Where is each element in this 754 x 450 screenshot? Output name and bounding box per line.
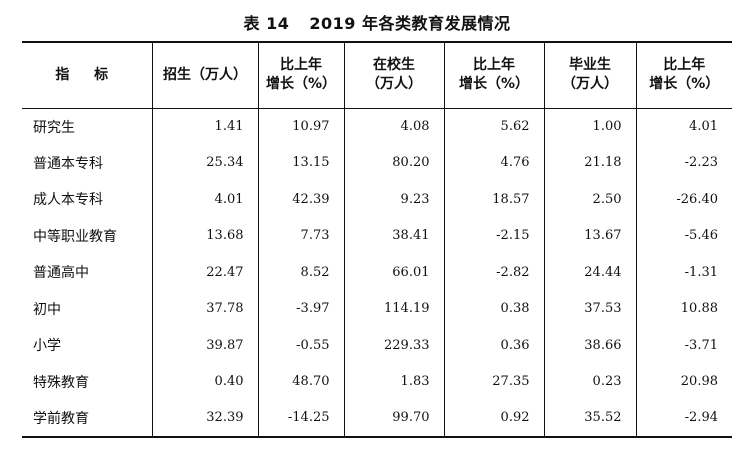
in-school-cell: 114.19 xyxy=(343,290,444,327)
table-row: 普通高中 22.47 8.52 66.01 -2.82 24.44 -1.31 xyxy=(22,254,732,291)
graduates-growth-cell: -5.46 xyxy=(635,217,732,254)
table-row: 小学 39.87 -0.55 229.33 0.36 38.66 -3.71 xyxy=(22,327,732,364)
table-row: 初中 37.78 -3.97 114.19 0.38 37.53 10.88 xyxy=(22,290,732,327)
enrollment-cell: 37.78 xyxy=(151,290,258,327)
in-school-cell: 80.20 xyxy=(343,144,444,181)
enrollment-growth-cell: 10.97 xyxy=(257,108,344,145)
in-school-growth-cell: 0.92 xyxy=(443,400,544,438)
header-enrollment: 招生（万人） xyxy=(151,41,258,109)
header-in-school-growth: 比上年 增长（%） xyxy=(443,41,544,109)
indicator-cell: 成人本专科 xyxy=(33,192,103,209)
table-title-text: 2019 年各类教育发展情况 xyxy=(309,14,511,33)
enrollment-cell: 32.39 xyxy=(151,400,258,438)
graduates-growth-cell: -3.71 xyxy=(635,327,732,364)
enrollment-cell: 25.34 xyxy=(151,144,258,181)
table-body: 研究生 1.41 10.97 4.08 5.62 1.00 4.01 普通本专科 25.34 13… xyxy=(22,108,732,438)
header-graduates: 毕业生 （万人） xyxy=(543,41,636,109)
graduates-cell: 35.52 xyxy=(543,400,636,438)
graduates-cell: 37.53 xyxy=(543,290,636,327)
in-school-growth-cell: 27.35 xyxy=(443,363,544,400)
graduates-growth-cell: -2.94 xyxy=(635,400,732,438)
enrollment-growth-cell: -14.25 xyxy=(257,400,344,438)
graduates-growth-cell: 4.01 xyxy=(635,108,732,145)
enrollment-cell: 1.41 xyxy=(151,108,258,145)
graduates-cell: 38.66 xyxy=(543,327,636,364)
graduates-growth-cell: -1.31 xyxy=(635,254,732,291)
table-row: 研究生 1.41 10.97 4.08 5.62 1.00 4.01 xyxy=(22,108,732,145)
indicator-cell: 学前教育 xyxy=(22,400,152,438)
in-school-cell: 66.01 xyxy=(343,254,444,291)
indicator-cell: 初中 xyxy=(33,301,61,318)
in-school-cell: 1.83 xyxy=(343,363,444,400)
graduates-cell: 13.67 xyxy=(543,217,636,254)
graduates-cell: 21.18 xyxy=(543,144,636,181)
in-school-growth-cell: 5.62 xyxy=(443,108,544,145)
indicator-cell: 中等职业教育 xyxy=(33,228,117,245)
education-statistics-table: 指 标 招生（万人） 比上年 增长（%） 在校生 （万人） 比上年 增长（%） … xyxy=(22,41,732,438)
header-row: 指 标 招生（万人） 比上年 增长（%） 在校生 （万人） 比上年 增长（%） … xyxy=(22,41,732,109)
in-school-cell: 4.08 xyxy=(343,108,444,145)
in-school-growth-cell: 4.76 xyxy=(443,144,544,181)
enrollment-growth-cell: 8.52 xyxy=(257,254,344,291)
table-title: 表 14 2019 年各类教育发展情况 xyxy=(0,10,754,34)
enrollment-cell: 39.87 xyxy=(151,327,258,364)
in-school-cell: 99.70 xyxy=(343,400,444,438)
table-row: 特殊教育 0.40 48.70 1.83 27.35 0.23 20.98 xyxy=(22,363,732,400)
enrollment-growth-cell: -0.55 xyxy=(257,327,344,364)
enrollment-growth-cell: 7.73 xyxy=(257,217,344,254)
table-row: 中等职业教育 13.68 7.73 38.41 -2.15 13.67 -5.46 xyxy=(22,217,732,254)
enrollment-growth-cell: 48.70 xyxy=(257,363,344,400)
in-school-growth-cell: -2.82 xyxy=(443,254,544,291)
in-school-cell: 9.23 xyxy=(343,181,444,218)
enrollment-cell: 13.68 xyxy=(151,217,258,254)
graduates-cell: 2.50 xyxy=(543,181,636,218)
graduates-cell: 1.00 xyxy=(543,108,636,145)
table-row: 普通本专科 25.34 13.15 80.20 4.76 21.18 -2.23 xyxy=(22,144,732,181)
table-row: 学前教育 32.39 -14.25 99.70 0.92 35.52 -2.94 xyxy=(22,400,732,438)
in-school-growth-cell: 0.38 xyxy=(443,290,544,327)
table-row: 成人本专科 4.01 42.39 9.23 18.57 2.50 -26.40 xyxy=(22,181,732,218)
enrollment-cell: 4.01 xyxy=(151,181,258,218)
in-school-growth-cell: 0.36 xyxy=(443,327,544,364)
graduates-cell: 0.23 xyxy=(543,363,636,400)
enrollment-growth-cell: 13.15 xyxy=(257,144,344,181)
indicator-cell: 小学 xyxy=(33,338,61,355)
graduates-cell: 24.44 xyxy=(543,254,636,291)
indicator-cell: 研究生 xyxy=(33,119,75,136)
enrollment-cell: 22.47 xyxy=(151,254,258,291)
indicator-cell: 特殊教育 xyxy=(33,374,89,391)
in-school-cell: 229.33 xyxy=(343,327,444,364)
indicator-cell: 普通本专科 xyxy=(33,155,103,172)
graduates-growth-cell: 20.98 xyxy=(635,363,732,400)
enrollment-growth-cell: 42.39 xyxy=(257,181,344,218)
header-in-school: 在校生 （万人） xyxy=(343,41,444,109)
header-indicator: 指 标 xyxy=(22,41,152,109)
header-enrollment-growth: 比上年 增长（%） xyxy=(257,41,344,109)
graduates-growth-cell: -26.40 xyxy=(635,181,732,218)
enrollment-cell: 0.40 xyxy=(151,363,258,400)
enrollment-growth-cell: -3.97 xyxy=(257,290,344,327)
graduates-growth-cell: 10.88 xyxy=(635,290,732,327)
table-number: 表 14 xyxy=(243,14,290,33)
graduates-growth-cell: -2.23 xyxy=(635,144,732,181)
in-school-growth-cell: -2.15 xyxy=(443,217,544,254)
in-school-growth-cell: 18.57 xyxy=(443,181,544,218)
indicator-cell: 普通高中 xyxy=(33,265,89,282)
header-graduates-growth: 比上年 增长（%） xyxy=(635,41,732,109)
in-school-cell: 38.41 xyxy=(343,217,444,254)
